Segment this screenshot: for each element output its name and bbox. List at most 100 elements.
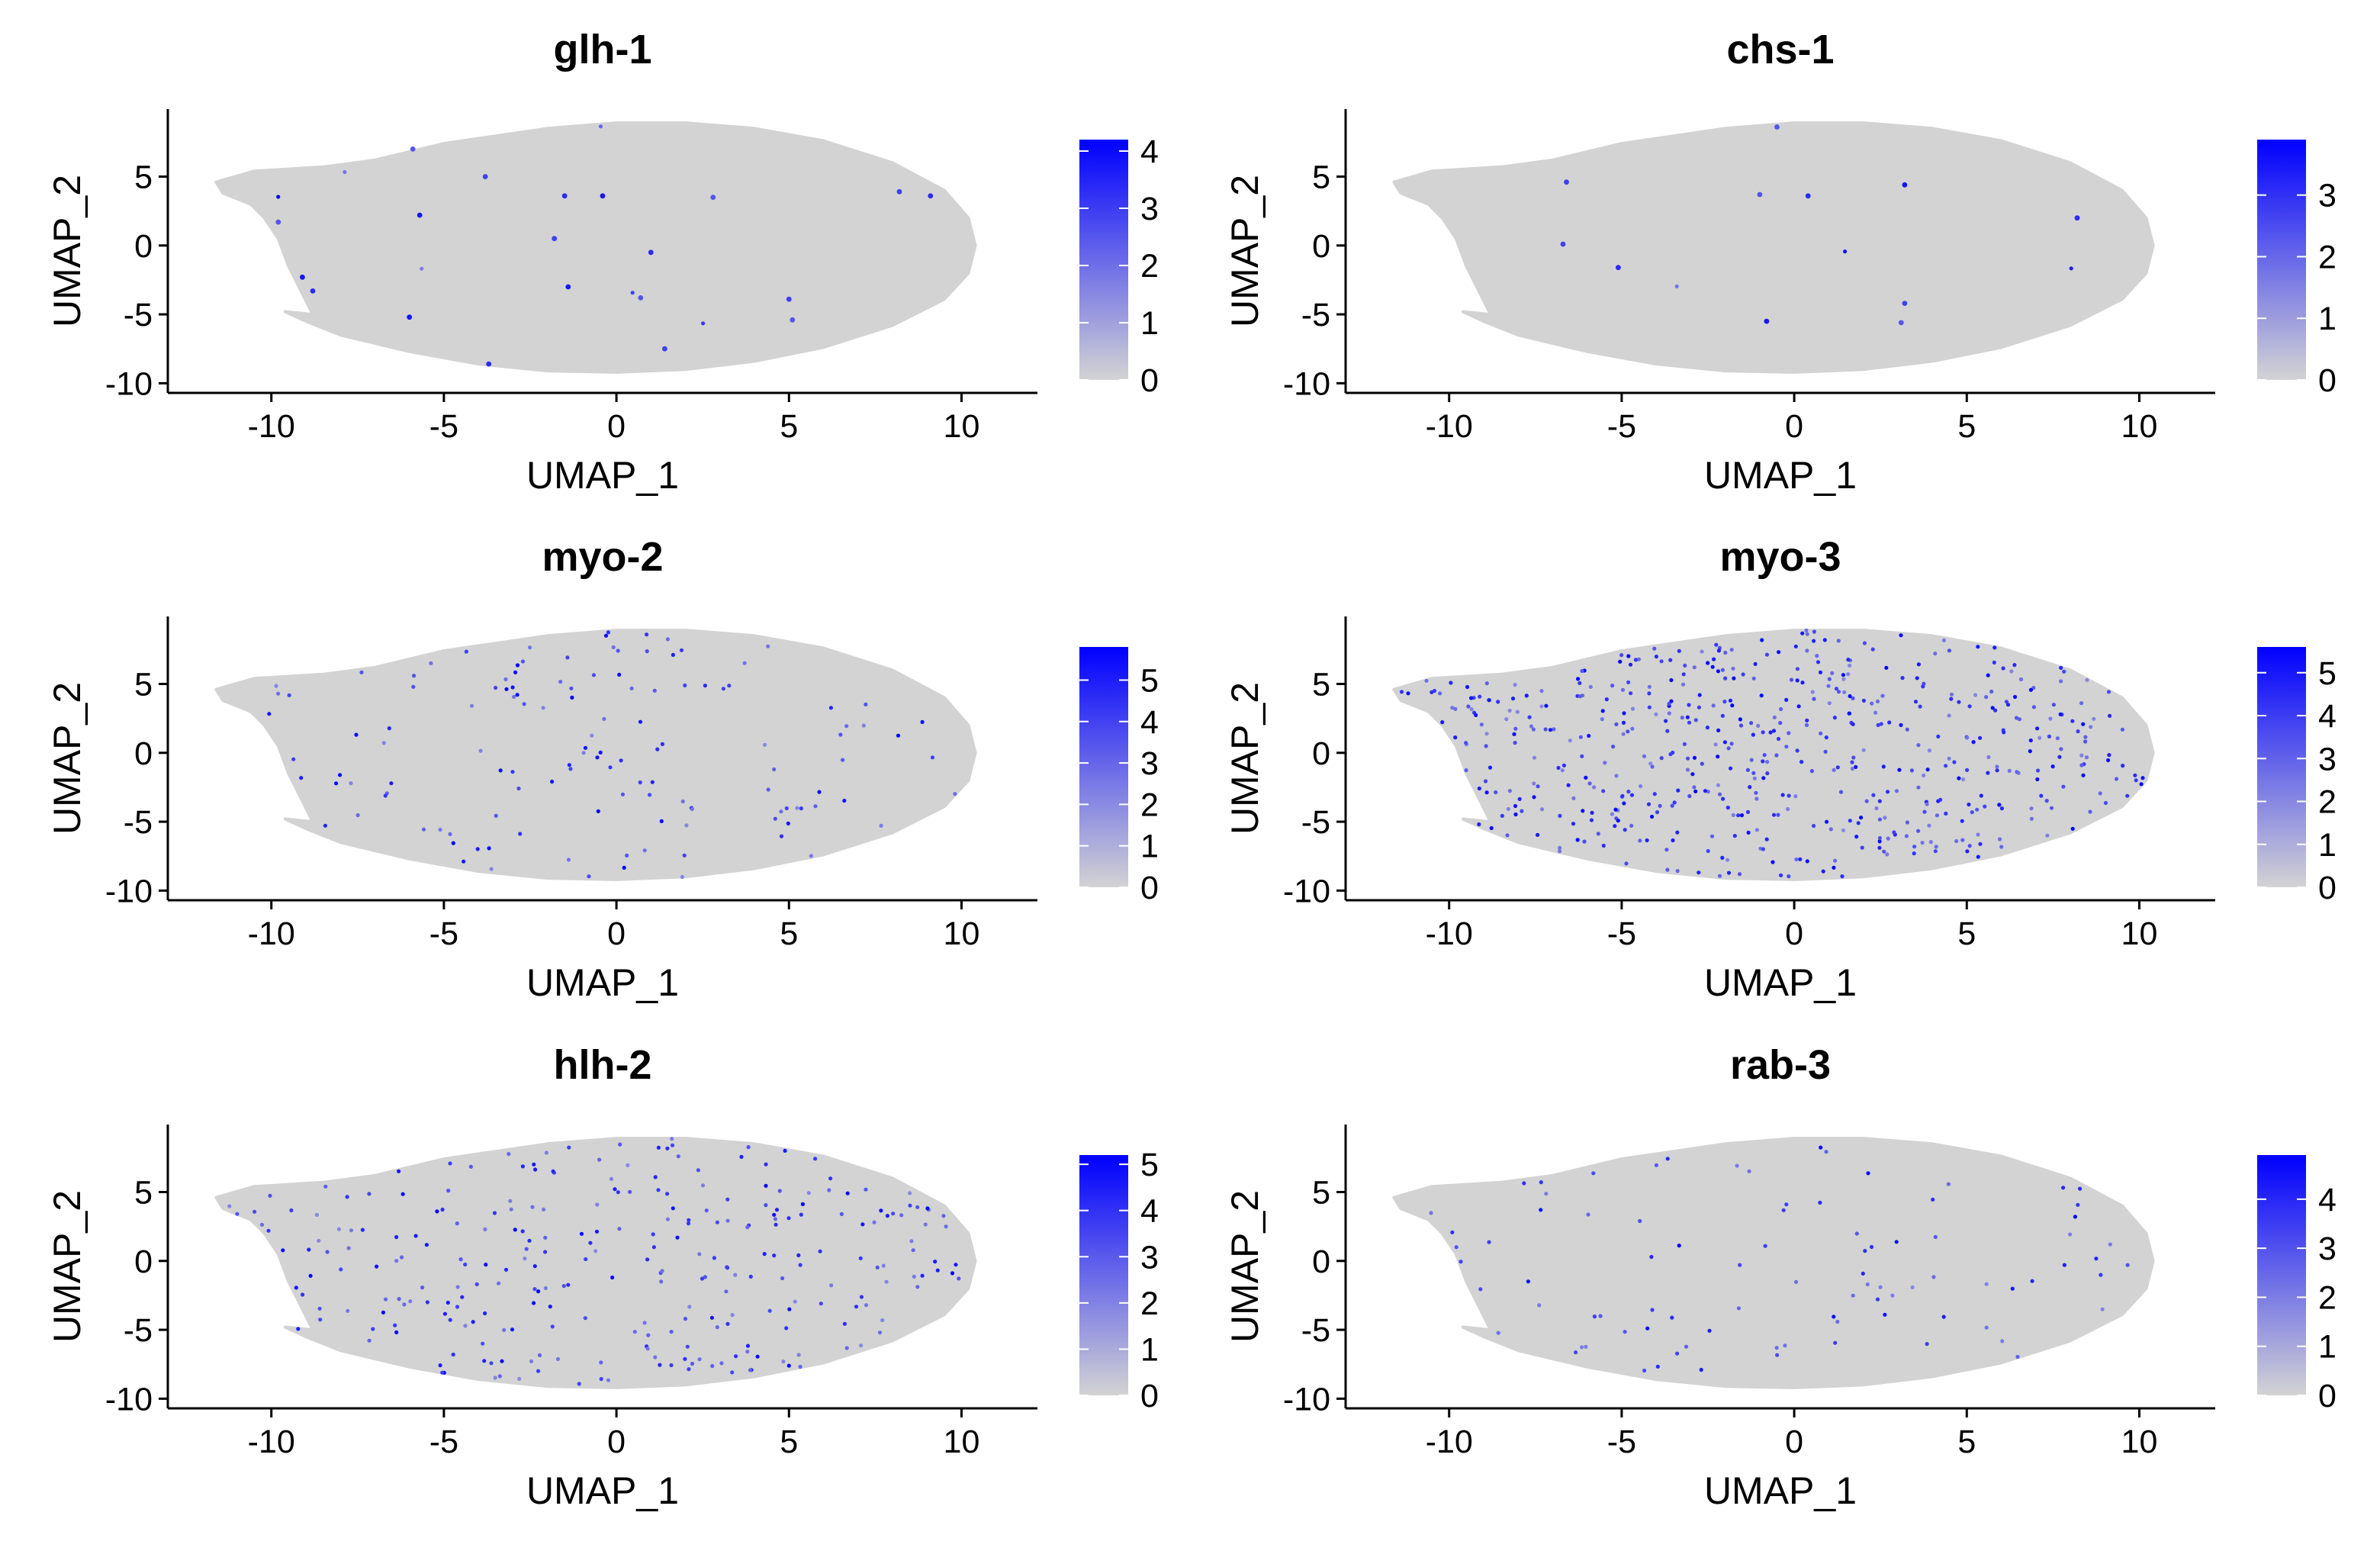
- expressing-cell: [1730, 703, 1735, 708]
- expressing-cell: [1846, 658, 1851, 662]
- expressing-cell: [1638, 838, 1642, 843]
- expressing-cell: [1738, 1263, 1742, 1267]
- expressing-cell: [772, 767, 777, 772]
- expressing-cell: [1720, 713, 1725, 718]
- colorbar-label: 4: [2318, 1182, 2337, 1218]
- expressing-cell: [1877, 845, 1882, 850]
- expressing-cell: [630, 291, 635, 295]
- colorbar-label: 0: [1140, 870, 1159, 906]
- expressing-cell: [1999, 845, 2004, 849]
- expressing-cell: [493, 1376, 497, 1380]
- x-tick-label: -5: [429, 408, 458, 445]
- expressing-cell: [2084, 755, 2089, 760]
- expressing-cell: [482, 1359, 487, 1363]
- expressing-cell: [1800, 681, 1805, 685]
- expressing-cell: [858, 1256, 863, 1260]
- expressing-cell: [318, 1318, 323, 1322]
- expressing-cell: [1841, 828, 1846, 832]
- expressing-cell: [1429, 1211, 1433, 1215]
- y-tick-label: 0: [1312, 228, 1330, 265]
- expressing-cell: [375, 1264, 379, 1269]
- expressing-cell: [859, 1343, 864, 1348]
- expressing-cell: [1714, 642, 1719, 647]
- expressing-cell: [1960, 838, 1965, 842]
- colorbar-label: 2: [2318, 784, 2337, 821]
- expressing-cell: [1618, 659, 1623, 664]
- expressing-cell: [1897, 767, 1902, 772]
- expressing-cell: [819, 1302, 823, 1306]
- expressing-cell: [1726, 746, 1731, 751]
- expressing-cell: [463, 1324, 468, 1328]
- colorbar-label: 0: [1140, 362, 1159, 399]
- expressing-cell: [1861, 1271, 1865, 1276]
- expressing-cell: [1685, 715, 1690, 719]
- expressing-cell: [2028, 749, 2032, 754]
- expressing-cell: [1543, 727, 1548, 732]
- expressing-cell: [438, 1363, 442, 1368]
- expressing-cell: [301, 1292, 305, 1297]
- expressing-cell: [2089, 725, 2093, 729]
- expressing-cell: [1751, 771, 1756, 775]
- expressing-cell: [267, 712, 272, 716]
- expressing-cell: [420, 1286, 425, 1290]
- expressing-cell: [899, 1213, 904, 1218]
- expressing-cell: [1818, 670, 1823, 674]
- expressing-cell: [1746, 830, 1751, 835]
- expressing-cell: [1574, 1350, 1578, 1355]
- expressing-cell: [1848, 693, 1852, 699]
- expressing-cell: [1630, 726, 1635, 731]
- expressing-cell: [381, 741, 386, 745]
- expressing-cell: [818, 1249, 822, 1253]
- expressing-cell: [645, 649, 649, 654]
- expressing-cell: [671, 652, 676, 658]
- expressing-cell: [1667, 711, 1671, 716]
- expressing-cell: [827, 1188, 831, 1192]
- expressing-cell: [715, 1325, 719, 1330]
- expressing-cell: [1716, 669, 1720, 674]
- expressing-cell: [2012, 694, 2018, 700]
- expressing-cell: [1745, 767, 1750, 772]
- expressing-cell: [687, 1305, 692, 1309]
- expressing-cell: [1587, 733, 1591, 738]
- panel-title: hlh-2: [554, 1042, 652, 1088]
- expressing-cell: [1712, 657, 1716, 661]
- expressing-cell: [1850, 767, 1854, 771]
- expressing-cell: [781, 1360, 786, 1364]
- expressing-cell: [354, 732, 359, 737]
- expressing-cell: [622, 865, 626, 870]
- expressing-cell: [1804, 628, 1809, 632]
- expressing-cell: [1587, 781, 1592, 786]
- expressing-cell: [935, 1268, 940, 1273]
- expressing-cell: [1774, 124, 1780, 130]
- expressing-cell: [1861, 698, 1866, 703]
- expressing-cell: [628, 1189, 632, 1194]
- expressing-cell: [343, 169, 347, 175]
- expressing-cell: [1685, 767, 1690, 772]
- expressing-cell: [355, 813, 360, 818]
- expressing-cell: [656, 1145, 661, 1150]
- expressing-cell: [1692, 785, 1697, 790]
- expressing-cell: [412, 674, 416, 678]
- expressing-cell: [448, 1161, 452, 1166]
- expressing-cell: [1552, 727, 1556, 732]
- expressing-cell: [1645, 1326, 1650, 1331]
- expressing-cell: [1833, 1340, 1838, 1345]
- expressing-cell: [1682, 742, 1687, 747]
- expressing-cell: [1638, 1218, 1642, 1224]
- colorbar-label: 3: [1140, 1239, 1159, 1276]
- expressing-cell: [1873, 710, 1878, 715]
- x-axis-label: UMAP_1: [526, 1469, 679, 1512]
- expressing-cell: [1912, 851, 1916, 856]
- expressing-cell: [1532, 781, 1536, 786]
- expressing-cell: [669, 1330, 674, 1334]
- expressing-cell: [1768, 730, 1773, 735]
- expressing-cell: [877, 1331, 883, 1335]
- expressing-cell: [1854, 1231, 1859, 1236]
- expressing-cell: [1731, 666, 1735, 671]
- expressing-cell: [626, 1163, 630, 1167]
- expressing-cell: [2134, 778, 2138, 783]
- expressing-cell: [733, 1273, 738, 1277]
- expressing-cell: [440, 1207, 445, 1212]
- expressing-cell: [620, 792, 626, 796]
- expressing-cell: [1757, 191, 1763, 198]
